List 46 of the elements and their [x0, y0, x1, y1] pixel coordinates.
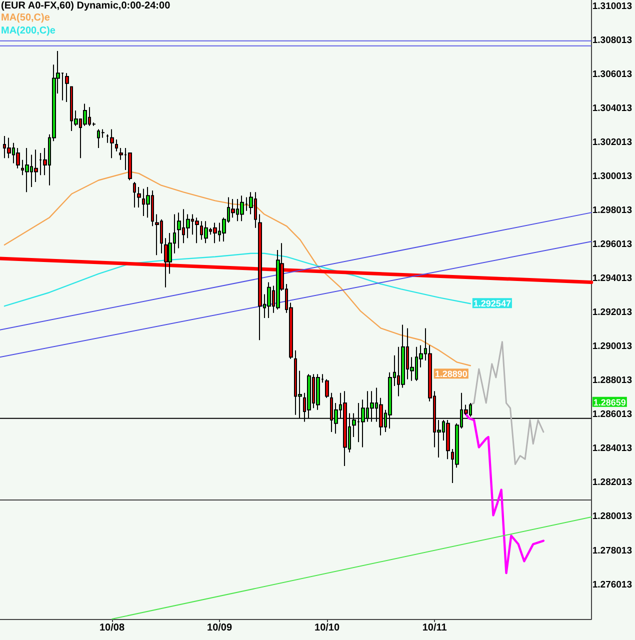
y-tick-label: 1.282013 [592, 477, 632, 488]
candlestick [258, 214, 262, 341]
text: 1.28659 [593, 397, 626, 408]
y-tick-label: 1.284013 [592, 443, 632, 454]
data-label: 1.28890 [434, 369, 468, 380]
y-tick-label: 1.280013 [592, 511, 632, 522]
candlestick [240, 195, 244, 222]
y-tick-label: 1.304013 [592, 103, 632, 114]
y-tick-label: 1.300013 [592, 171, 632, 182]
y-tick-label: 1.298013 [592, 205, 632, 216]
candlestick [267, 282, 271, 319]
y-tick-label: 1.294013 [592, 273, 632, 284]
y-tick-label: 1.308013 [592, 35, 632, 46]
text: MA(50,C)e [1, 12, 50, 24]
y-tick-label: 1.310013 [592, 1, 632, 12]
data-label: 1.292547 [473, 298, 511, 309]
y-tick-label: 1.278013 [592, 545, 632, 556]
y-tick-label: 1.276013 [592, 579, 632, 590]
candlestick [204, 220, 208, 244]
x-tick-label: 10/11 [422, 622, 448, 634]
text: MA(200,C)e [1, 26, 56, 36]
y-tick-label: 1.296013 [592, 239, 632, 250]
candlestick [325, 378, 329, 398]
candlestick [106, 134, 109, 144]
candlestick [25, 147, 29, 193]
candlestick [65, 72, 69, 103]
y-tick-label: 1.302013 [592, 137, 632, 148]
candlestick [213, 222, 217, 244]
candlestick [316, 374, 320, 410]
candlestick [137, 186, 141, 208]
candlestick [195, 217, 199, 244]
y-tick-label: 1.286013 [592, 409, 632, 420]
y-tick-label: 1.288013 [592, 375, 632, 386]
candlestick [133, 181, 136, 208]
chart-title: (EUR A0-FX,60) Dynamic,0:00-24:00 [1, 0, 171, 12]
y-tick-label: 1.306013 [592, 69, 632, 80]
x-tick-label: 10/08 [99, 622, 125, 634]
y-tick-label: 1.292013 [592, 307, 632, 318]
y-tick-label: 1.290013 [592, 341, 632, 352]
candlestick [115, 138, 118, 152]
candlestick [16, 147, 20, 169]
x-tick-label: 10/10 [314, 622, 340, 634]
x-tick-label: 10/09 [207, 622, 232, 634]
candlestick [155, 214, 159, 256]
candlestick [177, 212, 181, 249]
candlestick [110, 128, 114, 159]
